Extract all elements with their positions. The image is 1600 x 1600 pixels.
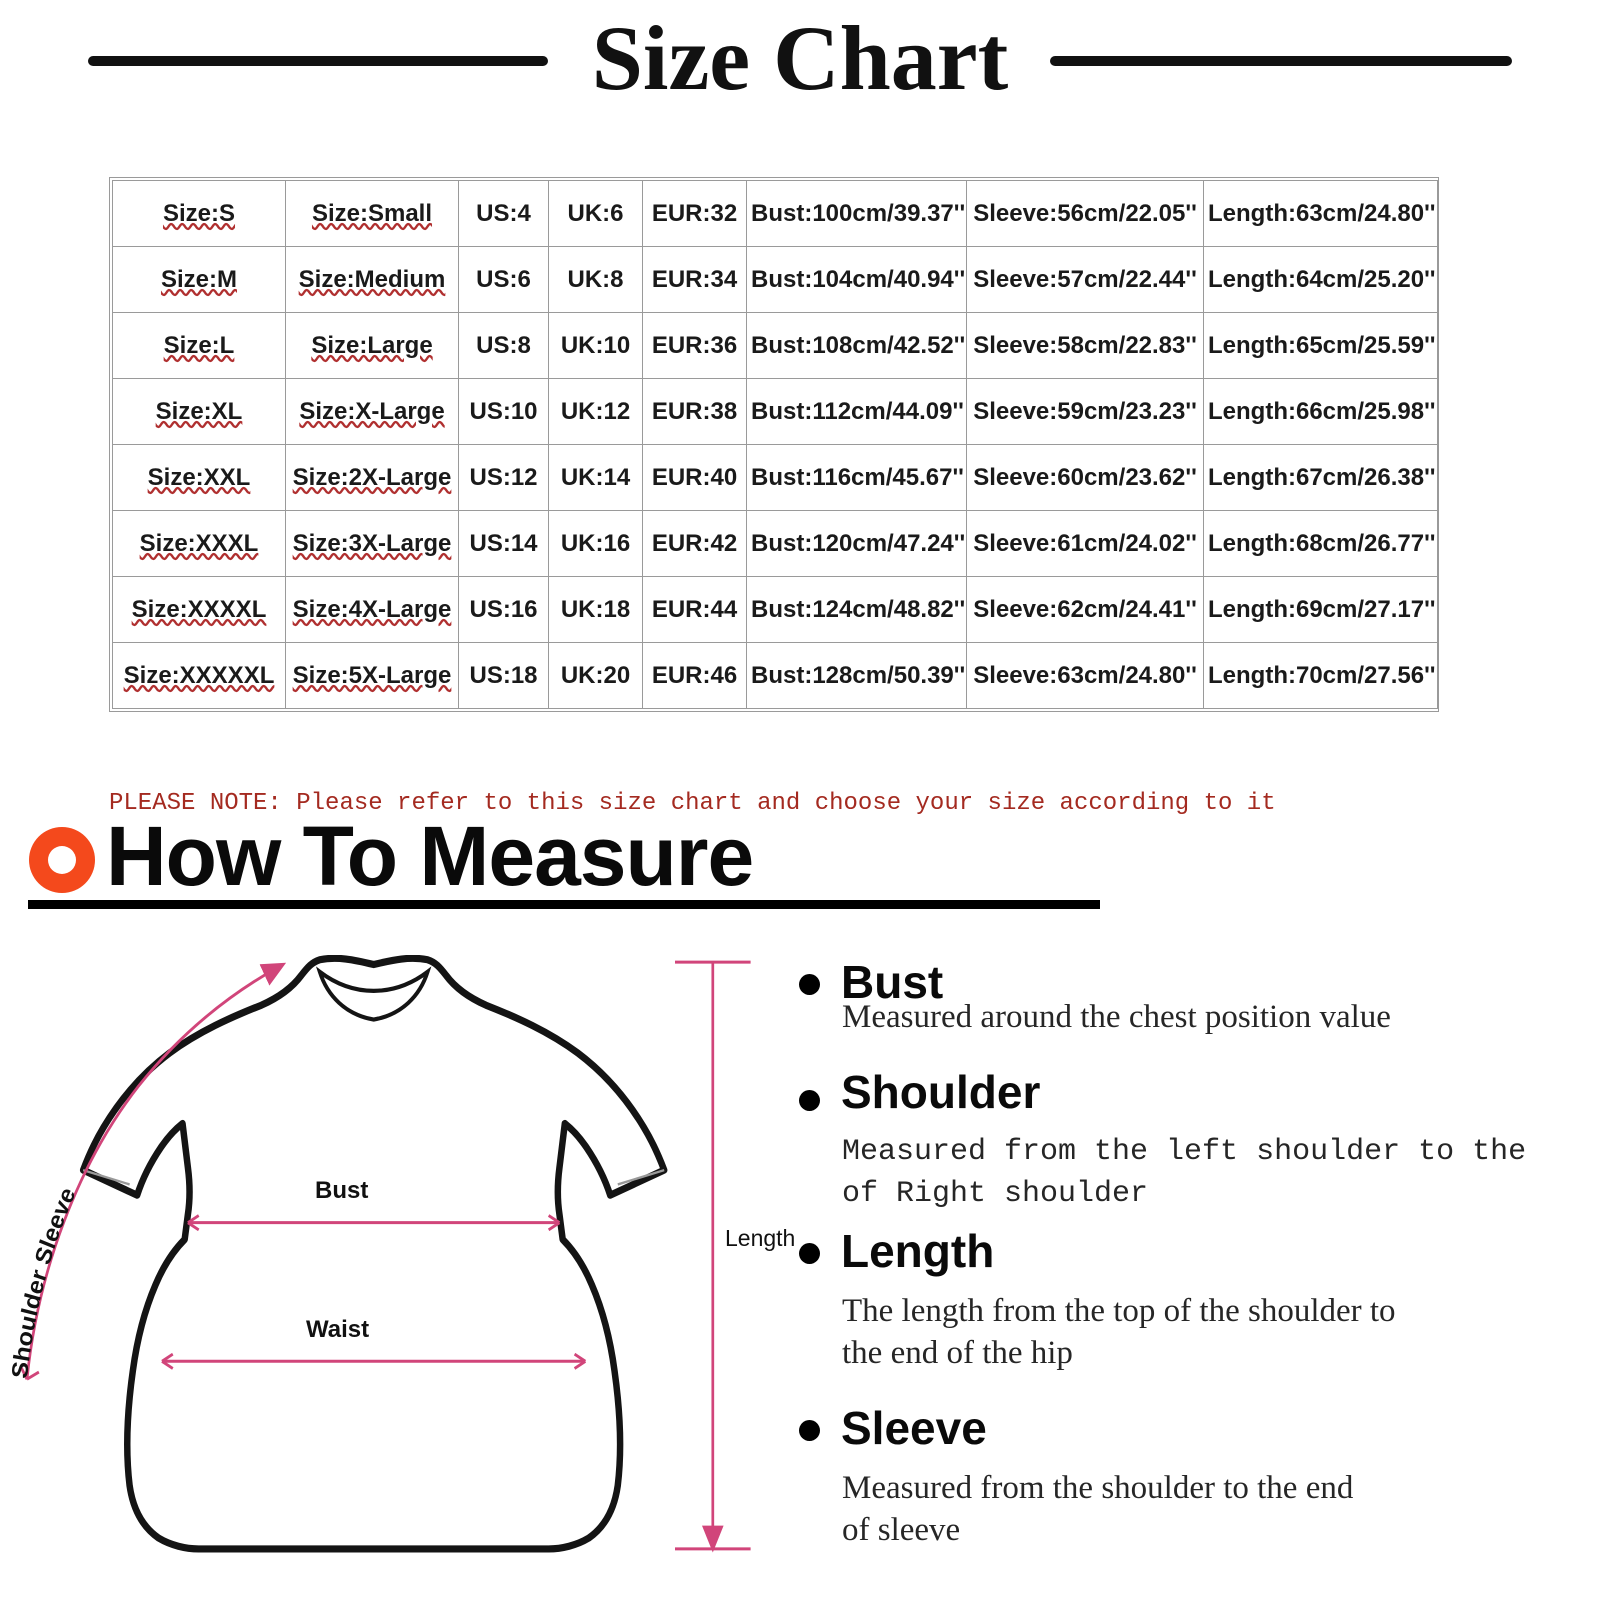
svg-text:Shoulder Sleeve: Shoulder Sleeve [7, 1183, 81, 1380]
